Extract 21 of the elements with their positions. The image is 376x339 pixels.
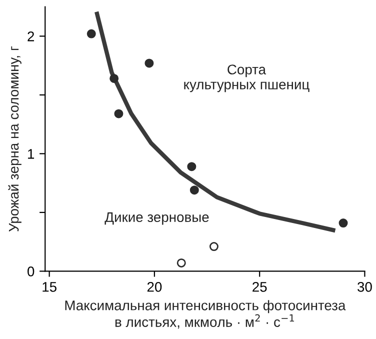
x-tick-label: 25 [252, 282, 267, 292]
point [338, 218, 348, 228]
x-tick-label: 20 [147, 282, 162, 292]
x-axis-title: Максимальная интенсивность фотосинтеза в листьях, мкмоль · м$^{2}$ · с$^{−1}$ [65, 300, 346, 329]
line-series [94, 12, 336, 232]
y-tick-label: 2 [28, 31, 34, 42]
point [114, 109, 124, 118]
point [190, 186, 199, 195]
y-axis-title: Урожай зерна на соломину, г [8, 46, 22, 232]
point [110, 74, 119, 83]
y-tick-label: 0 [28, 266, 34, 276]
annotation: Дикие зерновые [104, 212, 209, 225]
point [86, 29, 96, 38]
point [209, 242, 218, 252]
x-tick-label: 15 [42, 282, 56, 292]
x-tick-label: 30 [358, 282, 372, 292]
point [144, 58, 154, 68]
point [187, 162, 196, 172]
annotation: Сорта культурных пшениц [184, 64, 310, 92]
y-tick-label: 1 [28, 149, 34, 159]
point [176, 258, 186, 268]
